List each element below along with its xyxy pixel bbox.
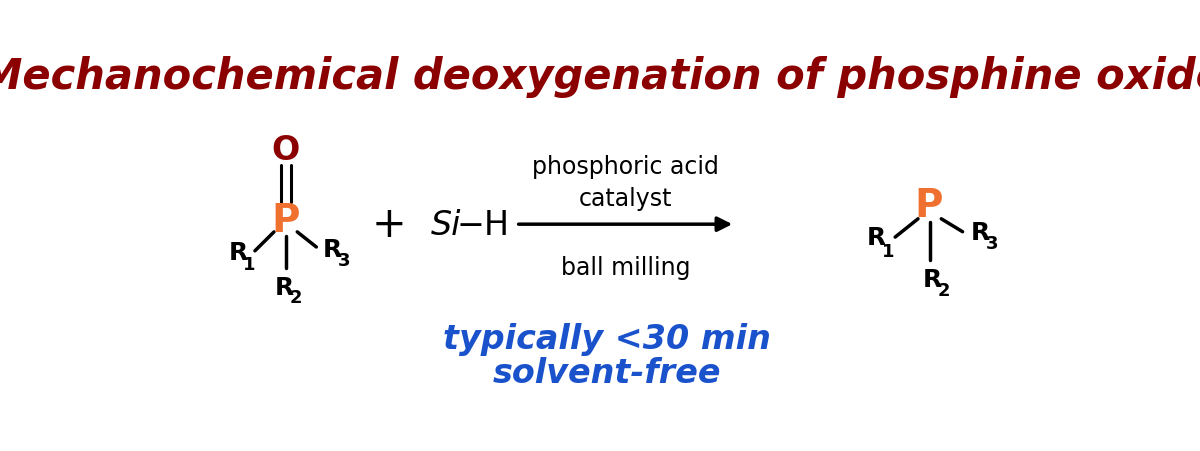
Text: solvent-free: solvent-free (493, 356, 721, 389)
Text: ball milling: ball milling (560, 255, 690, 279)
Text: phosphoric acid
catalyst: phosphoric acid catalyst (532, 155, 719, 210)
Text: typically <30 min: typically <30 min (443, 322, 772, 355)
Text: R: R (971, 220, 990, 244)
Text: +: + (371, 204, 406, 246)
Text: −H: −H (456, 208, 509, 241)
Text: R: R (866, 226, 886, 249)
Text: 1: 1 (882, 242, 894, 260)
Text: 3: 3 (338, 252, 350, 269)
Text: O: O (271, 133, 300, 166)
Text: R: R (923, 267, 942, 291)
Text: 1: 1 (242, 255, 254, 273)
Text: 3: 3 (985, 235, 998, 253)
Text: P: P (271, 202, 300, 240)
Text: R: R (275, 275, 294, 299)
Text: 2: 2 (289, 289, 302, 307)
Text: P: P (914, 187, 943, 225)
Text: Mechanochemical deoxygenation of phosphine oxides: Mechanochemical deoxygenation of phosphi… (0, 56, 1200, 98)
Text: R: R (228, 241, 247, 265)
Text: 2: 2 (937, 281, 950, 299)
Text: Si: Si (431, 208, 461, 241)
Text: R: R (323, 238, 342, 262)
